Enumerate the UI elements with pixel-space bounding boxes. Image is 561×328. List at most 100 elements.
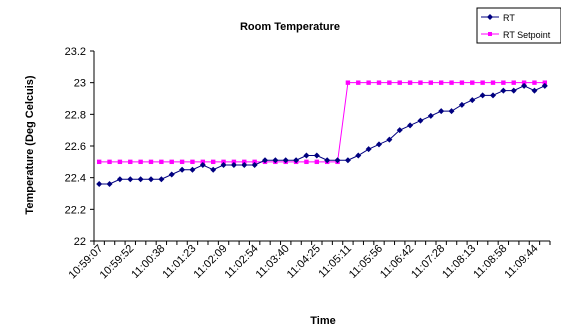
series-rt-point [396, 127, 403, 134]
series-rt-point [469, 97, 476, 104]
series-rt-point [531, 87, 538, 94]
series-rt-point [438, 108, 445, 115]
series-setpoint-point [418, 80, 423, 85]
series-setpoint-point [252, 159, 257, 165]
legend-box [476, 7, 561, 44]
series-setpoint-point [179, 159, 185, 165]
series-rt-point [386, 136, 393, 143]
series-setpoint-point [542, 80, 548, 85]
series-setpoint-point [314, 159, 320, 165]
legend: RT RT Setpoint [476, 7, 561, 44]
series-rt-point [510, 87, 517, 94]
series-rt-point [417, 117, 424, 124]
y-tick-label: 22.2 [65, 204, 86, 216]
series-rt-point [365, 146, 372, 153]
series-rt-point [127, 176, 134, 183]
y-tick-label: 22 [74, 236, 86, 248]
series-rt-point [168, 171, 175, 178]
series-rt-point [334, 157, 341, 164]
series-rt-point [407, 122, 414, 129]
series-setpoint-point [490, 80, 496, 85]
series-setpoint-point [200, 159, 206, 165]
series-rt-point [500, 87, 507, 94]
series-rt-point [116, 176, 123, 183]
series-rt-point [179, 166, 186, 173]
series-setpoint-point [169, 159, 174, 165]
series-rt-point [427, 112, 434, 119]
series-setpoint-point [356, 80, 361, 85]
series-rt-point [251, 162, 258, 168]
series-setpoint-point [231, 159, 237, 165]
series-rt-point [210, 166, 217, 173]
plot-area: 2222.222.422.622.82323.210:59:0710:59:52… [65, 46, 551, 282]
series-setpoint-point [387, 80, 392, 85]
y-tick-label: 22.8 [65, 109, 86, 121]
y-tick-label: 22.6 [65, 141, 86, 153]
series-rt-point [303, 152, 310, 159]
chart-title: Room Temperature [240, 21, 340, 33]
series-setpoint-point [345, 80, 351, 85]
x-tick-label: 11:04:25 [285, 243, 323, 281]
y-axis-label: Temperature (Deg Celcuis) [24, 75, 36, 215]
series-rt-point [106, 181, 113, 187]
series-setpoint-point [304, 159, 309, 165]
series-setpoint-line [99, 82, 545, 163]
y-tick-label: 23.2 [65, 46, 86, 58]
series-rt-point [355, 152, 362, 159]
series-rt-point [220, 162, 227, 168]
series-rt-point [344, 157, 351, 164]
series-setpoint-point [459, 80, 465, 85]
series-setpoint-point [210, 159, 216, 165]
series-setpoint-point [407, 80, 413, 85]
series-setpoint-point [138, 159, 143, 165]
series-rt-point [293, 157, 300, 164]
series-setpoint-point [190, 159, 195, 165]
series-rt-point [479, 92, 486, 99]
x-axis-label: Time [310, 315, 335, 327]
series-rt-point [230, 162, 237, 168]
series-rt-point [158, 176, 165, 183]
x-tick-label: 10:59:52 [98, 243, 137, 282]
series-setpoint-point [438, 80, 444, 85]
series-setpoint-point [221, 159, 226, 165]
series-rt-point [324, 157, 331, 164]
y-tick-label: 22.4 [65, 173, 86, 185]
legend-setpoint-marker [488, 32, 492, 36]
series-setpoint-point [480, 80, 485, 85]
series-rt-point [189, 166, 196, 173]
series-setpoint-point [532, 80, 537, 85]
series-rt-point [137, 176, 144, 183]
series-setpoint-point [148, 159, 154, 165]
series-setpoint-point [428, 80, 434, 85]
series-setpoint-point [376, 80, 382, 85]
legend-rt-label: RT [503, 13, 515, 23]
legend-rt-marker [487, 14, 493, 20]
series-rt-point [458, 101, 465, 108]
series-setpoint-point [117, 159, 123, 165]
series-rt-point [541, 82, 548, 89]
series-setpoint-point [449, 80, 454, 85]
series-rt-line [99, 85, 546, 185]
series-rt-point [448, 108, 455, 115]
series-setpoint-point [159, 159, 164, 165]
series-setpoint-point [128, 159, 133, 165]
series-rt-point [96, 181, 103, 187]
series-rt-point [313, 152, 320, 159]
series-rt-point [376, 141, 382, 148]
series-rt-point [521, 82, 528, 89]
series-setpoint-point [521, 80, 527, 85]
series-setpoint-point [96, 159, 102, 165]
x-tick-label: 11:09:44 [502, 243, 540, 281]
series-setpoint-point [470, 80, 475, 85]
series-rt-point [490, 92, 496, 99]
legend-setpoint-label: RT Setpoint [503, 30, 551, 40]
series-setpoint-point [511, 80, 516, 85]
series-rt-point [262, 157, 268, 164]
series-rt-point [241, 162, 248, 168]
series-setpoint-point [242, 159, 247, 165]
series-rt-point [199, 162, 206, 168]
series-rt-point [148, 176, 154, 183]
series-setpoint-point [366, 80, 371, 85]
